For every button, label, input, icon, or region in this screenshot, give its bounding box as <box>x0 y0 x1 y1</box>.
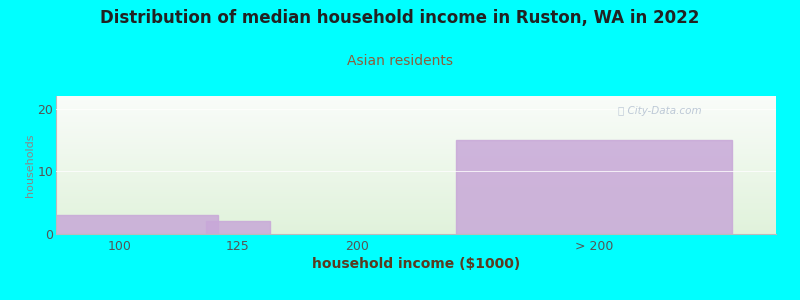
Y-axis label: households: households <box>25 133 34 197</box>
Text: Distribution of median household income in Ruston, WA in 2022: Distribution of median household income … <box>100 9 700 27</box>
X-axis label: household income ($1000): household income ($1000) <box>312 257 520 271</box>
Text: ⓘ City-Data.com: ⓘ City-Data.com <box>618 106 702 116</box>
Text: Asian residents: Asian residents <box>347 54 453 68</box>
Bar <box>206 221 270 234</box>
Bar <box>20 215 218 234</box>
Bar <box>455 140 733 234</box>
